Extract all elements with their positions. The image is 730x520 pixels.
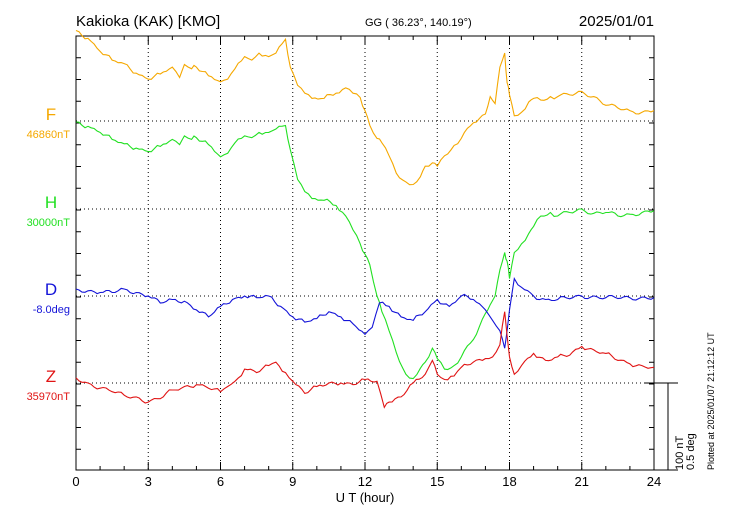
plot-grid	[76, 36, 654, 470]
series-baseline-d: -8.0deg	[33, 304, 70, 316]
x-tick-label: 12	[358, 474, 372, 489]
axis-ticks: 0 3 6 9 12 15 18 21 24	[72, 36, 661, 489]
series-name-d: D	[45, 280, 57, 299]
x-tick-label: 3	[145, 474, 152, 489]
series-baseline-h: 30000nT	[27, 217, 71, 229]
x-tick-label: 6	[217, 474, 224, 489]
x-tick-label: 24	[647, 474, 661, 489]
date-label: 2025/01/01	[579, 13, 654, 30]
series-line-h	[75, 121, 655, 380]
series-line-d	[75, 276, 655, 349]
series-baseline-f: 46860nT	[27, 129, 71, 141]
x-axis-label: U T (hour)	[336, 490, 395, 505]
scale-bar: 100 nT 0.5 deg	[644, 382, 697, 471]
series-name-h: H	[45, 193, 57, 212]
x-tick-label: 18	[502, 474, 516, 489]
series-name-z: Z	[46, 367, 56, 386]
series-line-z	[75, 311, 655, 409]
series-labels: F 46860nT H 30000nT D -8.0deg Z 35970nT	[27, 105, 71, 403]
series-line-f	[75, 29, 655, 186]
x-tick-label: 21	[575, 474, 589, 489]
x-tick-label: 9	[289, 474, 296, 489]
scale-deg-label: 0.5 deg	[685, 433, 697, 470]
series-baseline-z: 35970nT	[27, 391, 71, 403]
x-tick-label: 15	[430, 474, 444, 489]
station-coordinates: GG ( 36.23°, 140.19°)	[365, 17, 472, 29]
station-title: Kakioka (KAK) [KMO]	[76, 13, 220, 30]
plotted-timestamp: Plotted at 2025/01/07 21:12:12 UT	[706, 332, 716, 470]
series-lines	[75, 29, 655, 409]
scale-nt-label: 100 nT	[674, 435, 686, 470]
series-name-f: F	[46, 105, 56, 124]
x-tick-label: 0	[72, 474, 79, 489]
